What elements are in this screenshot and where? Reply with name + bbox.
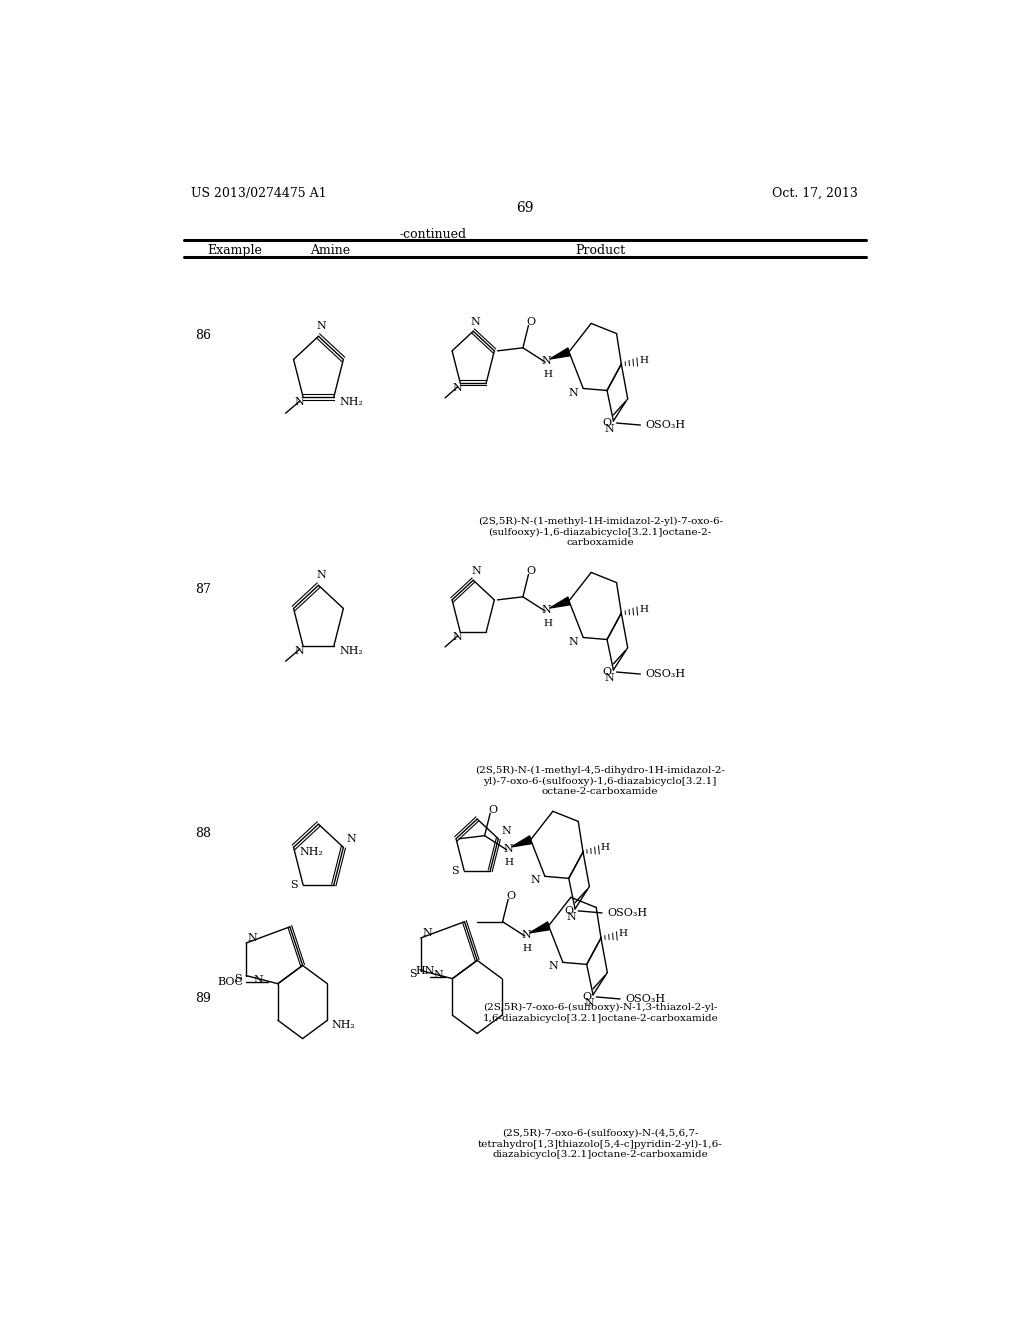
Text: H: H [543,619,552,628]
Text: N: N [294,645,304,656]
Text: N: N [253,974,263,985]
Text: OSO₃H: OSO₃H [646,669,686,678]
Text: Product: Product [575,244,626,257]
Text: BOC: BOC [217,977,244,986]
Text: N: N [453,383,462,393]
Text: N: N [585,998,594,1008]
Text: US 2013/0274475 A1: US 2013/0274475 A1 [191,187,327,199]
Text: N: N [471,317,480,327]
Text: N: N [530,875,541,886]
Text: N: N [471,566,481,576]
Text: S: S [234,974,242,983]
Text: 87: 87 [196,583,211,597]
Text: N: N [248,933,257,942]
Text: H: H [618,929,628,939]
Text: 89: 89 [196,991,211,1005]
Text: NH₂: NH₂ [299,847,323,858]
Text: N: N [542,605,552,615]
Text: Example: Example [207,244,262,257]
Text: O: O [506,891,515,902]
Text: O: O [526,317,536,327]
Text: N: N [346,834,356,845]
Text: H: H [639,605,648,614]
Text: N: N [422,928,432,939]
Text: H: H [522,944,531,953]
Text: (2S,5R)-7-oxo-6-(sulfooxy)-N-(4,5,6,7-
tetrahydro[1,3]thiazolo[5,4-c]pyridin-2-y: (2S,5R)-7-oxo-6-(sulfooxy)-N-(4,5,6,7- t… [478,1129,723,1159]
Text: NH₂: NH₂ [339,397,364,407]
Polygon shape [550,597,569,609]
Text: S: S [290,880,297,890]
Text: O: O [582,991,591,1002]
Text: N: N [453,632,462,642]
Text: S: S [451,866,459,875]
Text: N: N [521,929,531,940]
Text: Oct. 17, 2013: Oct. 17, 2013 [772,187,858,199]
Text: HN: HN [415,965,434,975]
Polygon shape [529,921,550,933]
Text: 86: 86 [196,329,212,342]
Text: N: N [566,912,575,921]
Text: S: S [409,969,417,978]
Text: O: O [526,566,536,577]
Text: H: H [505,858,514,867]
Text: O: O [602,667,611,677]
Text: OSO₃H: OSO₃H [626,994,666,1005]
Text: N: N [549,961,558,972]
Text: N: N [316,321,326,331]
Text: N: N [316,570,327,579]
Text: N: N [504,843,513,854]
Text: N: N [569,636,579,647]
Text: NH₂: NH₂ [339,645,364,656]
Text: Amine: Amine [310,244,350,257]
Text: 88: 88 [196,828,212,841]
Polygon shape [512,836,531,847]
Text: N: N [542,356,552,366]
Text: N: N [433,970,443,979]
Text: N: N [604,673,614,684]
Text: H: H [543,370,552,379]
Text: N: N [294,397,304,407]
Text: -continued: -continued [400,227,467,240]
Text: N: N [569,388,579,397]
Text: NH₂: NH₂ [332,1020,355,1031]
Text: (2S,5R)-N-(1-methyl-1H-imidazol-2-yl)-7-oxo-6-
(sulfooxy)-1,6-diazabicyclo[3.2.1: (2S,5R)-N-(1-methyl-1H-imidazol-2-yl)-7-… [477,517,723,548]
Text: O: O [602,418,611,428]
Text: (2S,5R)-N-(1-methyl-4,5-dihydro-1H-imidazol-2-
yl)-7-oxo-6-(sulfooxy)-1,6-diazab: (2S,5R)-N-(1-methyl-4,5-dihydro-1H-imida… [475,766,725,796]
Text: (2S,5R)-7-oxo-6-(sulfooxy)-N-1,3-thiazol-2-yl-
1,6-diazabicyclo[3.2.1]octane-2-c: (2S,5R)-7-oxo-6-(sulfooxy)-N-1,3-thiazol… [482,1003,718,1023]
Text: N: N [604,424,614,434]
Polygon shape [550,348,569,359]
Text: O: O [488,805,497,816]
Text: O: O [564,906,573,916]
Text: H: H [601,843,609,853]
Text: OSO₃H: OSO₃H [607,908,647,917]
Text: N: N [502,825,511,836]
Text: 69: 69 [516,201,534,215]
Text: OSO₃H: OSO₃H [646,420,686,430]
Text: H: H [639,355,648,364]
